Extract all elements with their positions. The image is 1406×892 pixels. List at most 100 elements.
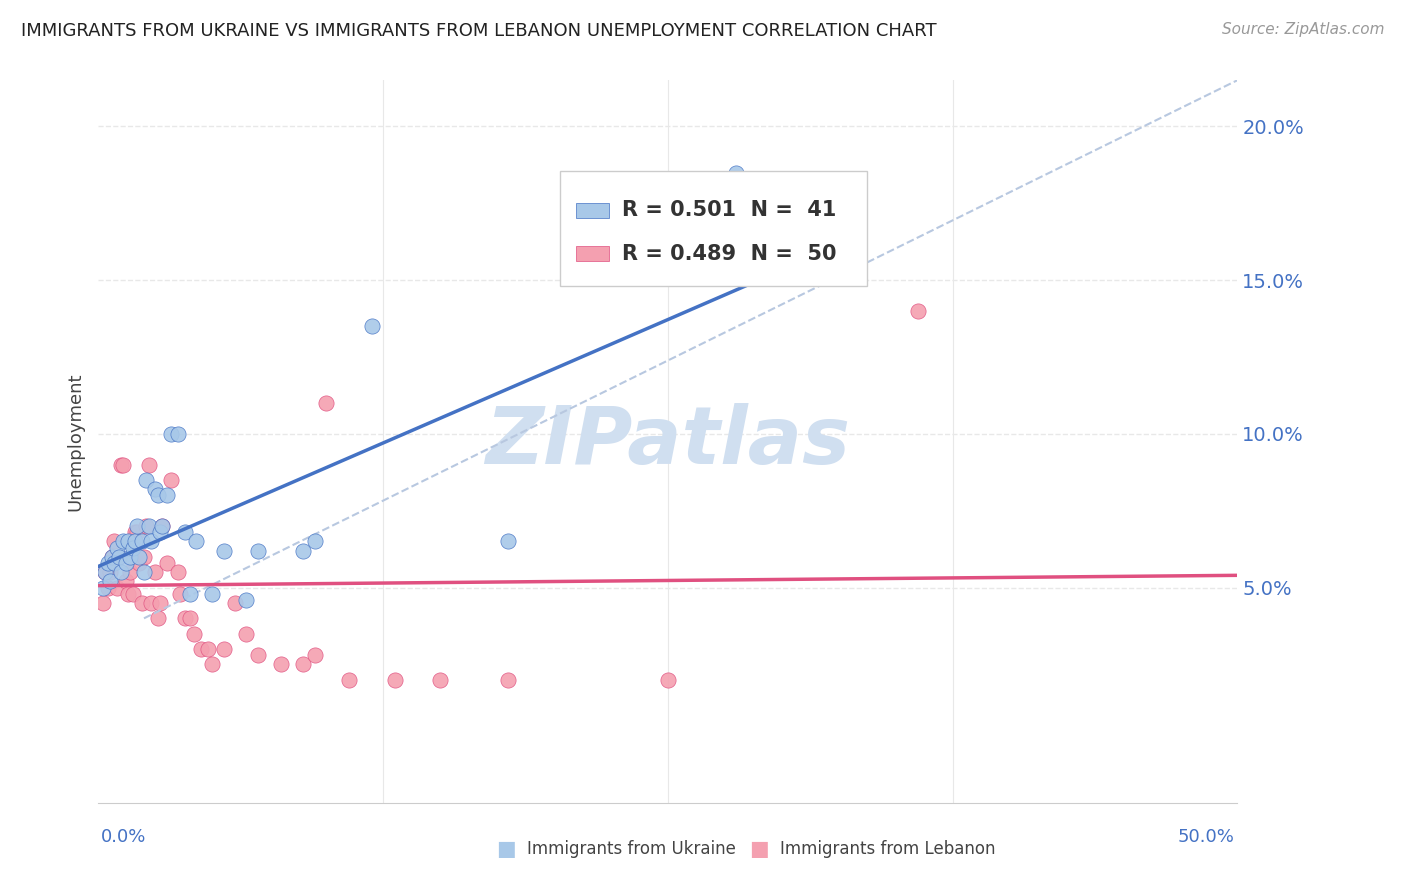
Point (186, 534, 208, 549)
Point (110, 565, 132, 579)
Point (96, 556, 118, 570)
FancyBboxPatch shape (575, 203, 609, 218)
Point (183, 626, 205, 640)
Point (167, 565, 190, 579)
Point (135, 519, 157, 533)
Point (146, 488, 169, 502)
Point (179, 587, 201, 601)
Point (145, 565, 167, 579)
Point (91, 581, 114, 595)
Point (292, 657, 315, 672)
Point (179, 611, 201, 625)
Point (224, 596, 246, 610)
Text: IMMIGRANTS FROM UKRAINE VS IMMIGRANTS FROM LEBANON UNEMPLOYMENT CORRELATION CHAR: IMMIGRANTS FROM UKRAINE VS IMMIGRANTS FR… (21, 22, 936, 40)
FancyBboxPatch shape (575, 246, 609, 260)
Point (101, 549, 124, 564)
Point (246, 648, 269, 663)
Point (128, 549, 150, 564)
Point (156, 556, 179, 570)
Text: R = 0.489  N =  50: R = 0.489 N = 50 (623, 244, 837, 264)
Point (725, 165, 748, 179)
Point (360, 319, 382, 334)
Point (212, 642, 235, 657)
Point (114, 574, 136, 589)
Point (139, 596, 162, 610)
Point (174, 525, 197, 540)
Point (145, 482, 167, 496)
Point (315, 396, 337, 410)
Point (197, 642, 219, 657)
Point (120, 549, 142, 564)
Point (105, 541, 128, 555)
Point (96, 581, 118, 595)
Point (121, 541, 143, 555)
Point (127, 519, 149, 533)
Point (235, 626, 257, 640)
Point (138, 458, 160, 472)
Point (156, 488, 179, 502)
Point (174, 611, 197, 625)
Point (132, 565, 155, 579)
Point (304, 534, 326, 549)
Point (304, 648, 326, 663)
Point (103, 534, 125, 549)
Point (124, 525, 146, 540)
Point (112, 458, 135, 472)
Point (138, 519, 160, 533)
Text: ZIPatlas: ZIPatlas (485, 402, 851, 481)
Point (101, 549, 124, 564)
Point (149, 596, 172, 610)
Point (131, 596, 153, 610)
Point (160, 473, 183, 487)
Point (167, 426, 190, 441)
Point (128, 556, 150, 570)
Point (150, 519, 173, 533)
Point (169, 587, 191, 601)
Point (105, 581, 128, 595)
Point (94, 565, 117, 579)
Point (120, 565, 142, 579)
Point (190, 642, 212, 657)
Point (94, 565, 117, 579)
Text: Immigrants from Ukraine: Immigrants from Ukraine (527, 840, 737, 858)
Point (429, 673, 451, 687)
Y-axis label: Unemployment: Unemployment (66, 372, 84, 511)
Point (498, 673, 520, 687)
Point (124, 534, 146, 549)
Point (292, 543, 315, 558)
Point (110, 458, 132, 472)
Point (270, 657, 292, 672)
Text: R = 0.501  N =  41: R = 0.501 N = 41 (623, 201, 837, 220)
Point (117, 534, 139, 549)
Point (108, 549, 131, 564)
Point (235, 593, 257, 607)
Point (127, 525, 149, 540)
Point (201, 587, 224, 601)
Point (384, 673, 406, 687)
Point (337, 673, 360, 687)
Point (657, 673, 679, 687)
Point (907, 304, 929, 318)
Point (117, 587, 139, 601)
Text: Immigrants from Lebanon: Immigrants from Lebanon (780, 840, 995, 858)
Text: Source: ZipAtlas.com: Source: ZipAtlas.com (1222, 22, 1385, 37)
Point (212, 543, 235, 558)
Text: 50.0%: 50.0% (1178, 828, 1234, 846)
Point (149, 525, 172, 540)
Point (201, 657, 224, 672)
Point (150, 519, 173, 533)
Point (108, 549, 131, 564)
Point (98, 574, 121, 589)
Point (160, 426, 183, 441)
Point (135, 473, 157, 487)
Point (91, 596, 114, 610)
Point (139, 534, 162, 549)
Text: 0.0%: 0.0% (101, 828, 146, 846)
Point (98, 565, 121, 579)
Text: ■: ■ (749, 839, 769, 859)
Point (498, 534, 520, 549)
Point (112, 534, 135, 549)
Text: ■: ■ (496, 839, 516, 859)
FancyBboxPatch shape (560, 170, 868, 286)
Point (132, 549, 155, 564)
